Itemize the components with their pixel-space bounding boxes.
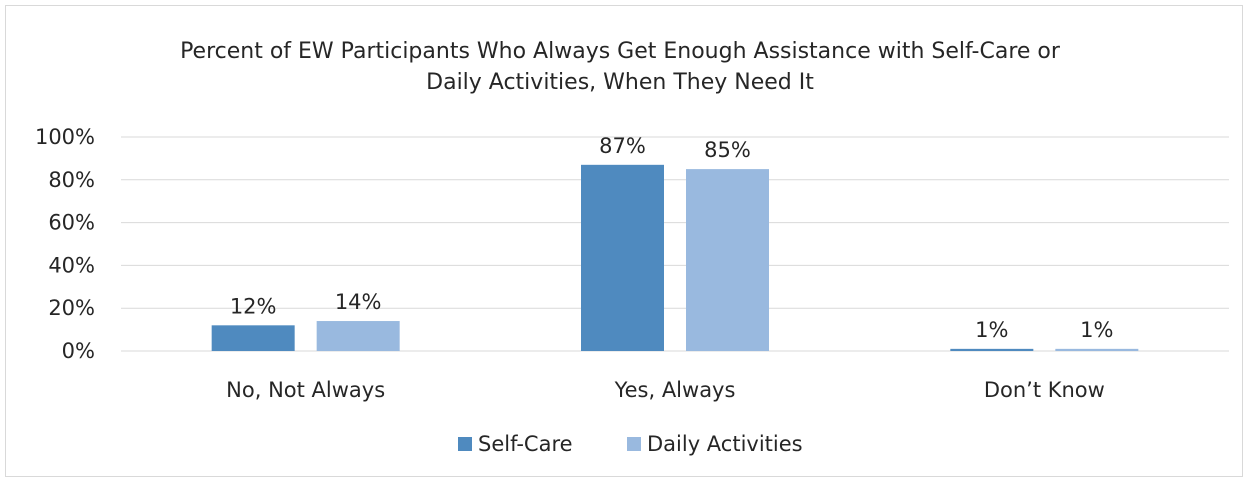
chart-title-line-2: Daily Activities, When They Need It [426,70,814,95]
legend-swatch [627,437,641,451]
legend-label: Daily Activities [647,432,803,456]
data-label: 85% [704,138,751,162]
data-label: 1% [975,318,1008,342]
x-category-label: Don’t Know [984,378,1105,402]
data-labels: 12% 14% 87% 85% 1% 1% [230,134,1114,342]
legend-swatch [458,437,472,451]
bar [211,325,295,351]
y-axis-ticks: 0% 20% 40% 60% 80% 100% [35,125,95,363]
y-tick-label: 80% [48,168,95,192]
y-tick-label: 20% [48,296,95,320]
legend: Self-Care Daily Activities [458,432,803,456]
x-category-label: Yes, Always [614,378,736,402]
y-tick-label: 0% [62,339,95,363]
bar [1055,348,1139,351]
chart-frame: Percent of EW Participants Who Always Ge… [5,5,1243,477]
data-label: 87% [599,134,646,158]
data-label: 1% [1080,318,1113,342]
bar [316,321,400,351]
gridlines [121,136,1229,352]
x-category-label: No, Not Always [226,378,385,402]
y-tick-label: 40% [48,253,95,277]
y-tick-label: 60% [48,211,95,235]
data-label: 12% [230,294,277,318]
bar [950,348,1034,351]
x-axis-categories: No, Not Always Yes, Always Don’t Know [226,378,1105,402]
y-tick-label: 100% [35,125,95,149]
chart-title: Percent of EW Participants Who Always Ge… [180,39,1061,95]
bar [581,164,664,351]
legend-label: Self-Care [478,432,573,456]
bars [211,164,1139,351]
bar [686,169,769,351]
data-label: 14% [335,290,382,314]
chart-title-line-1: Percent of EW Participants Who Always Ge… [180,39,1061,64]
bar-chart: Percent of EW Participants Who Always Ge… [35,39,1229,456]
